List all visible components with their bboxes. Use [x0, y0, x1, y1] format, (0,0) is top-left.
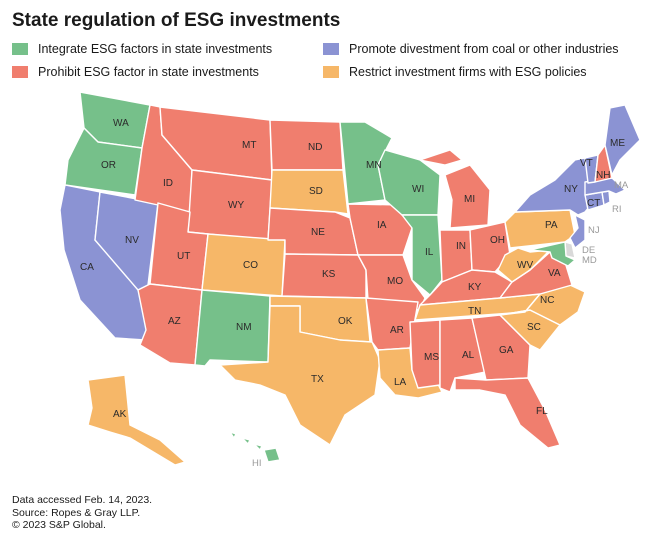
- state-hi[interactable]: [229, 431, 281, 463]
- label-ma: MA: [614, 180, 629, 191]
- label-ca: CA: [80, 262, 94, 273]
- label-sd: SD: [309, 186, 323, 197]
- legend-item-integrate: Integrate ESG factors in state investmen…: [12, 42, 272, 56]
- label-ms: MS: [424, 352, 439, 363]
- footer-date: Data accessed Feb. 14, 2023.: [12, 494, 153, 506]
- page-title: State regulation of ESG investments: [12, 10, 341, 31]
- legend-label-divest: Promote divestment from coal or other in…: [349, 42, 619, 56]
- label-ky: KY: [468, 282, 482, 293]
- legend-item-prohibit: Prohibit ESG factor in state investments: [12, 65, 259, 79]
- legend-swatch-integrate: [12, 43, 28, 55]
- label-nv: NV: [125, 235, 139, 246]
- legend-label-restrict: Restrict investment firms with ESG polic…: [349, 65, 587, 79]
- label-in: IN: [456, 241, 466, 252]
- label-wi: WI: [412, 184, 424, 195]
- label-ar: AR: [390, 325, 404, 336]
- us-state-map: WA OR CA NV ID MT WY UT AZ CO NM ND SD N…: [59, 91, 641, 469]
- state-fl[interactable]: [454, 377, 561, 449]
- label-nh: NH: [596, 170, 610, 181]
- label-va: VA: [548, 268, 561, 279]
- label-ne: NE: [311, 227, 325, 238]
- legend-label-prohibit: Prohibit ESG factor in state investments: [38, 65, 259, 79]
- label-pa: PA: [545, 220, 558, 231]
- label-nc: NC: [540, 295, 554, 306]
- label-wv: WV: [517, 260, 533, 271]
- label-fl: FL: [536, 406, 548, 417]
- label-oh: OH: [490, 235, 505, 246]
- label-co: CO: [243, 260, 258, 271]
- label-tx: TX: [311, 374, 324, 385]
- label-ak: AK: [113, 409, 127, 420]
- label-ia: IA: [377, 220, 387, 231]
- legend: Integrate ESG factors in state investmen…: [12, 42, 652, 88]
- label-mt: MT: [242, 140, 256, 151]
- legend-item-divest: Promote divestment from coal or other in…: [323, 42, 619, 56]
- legend-swatch-restrict: [323, 66, 339, 78]
- label-la: LA: [394, 377, 407, 388]
- label-ga: GA: [499, 345, 514, 356]
- footer-notes: Data accessed Feb. 14, 2023. Source: Rop…: [12, 494, 152, 532]
- state-nh[interactable]: [594, 144, 613, 183]
- label-al: AL: [462, 350, 475, 361]
- state-wv[interactable]: [497, 247, 551, 283]
- state-nd[interactable]: [269, 119, 344, 171]
- label-nj: NJ: [588, 225, 600, 236]
- label-hi: HI: [252, 458, 262, 469]
- label-mn: MN: [366, 160, 382, 171]
- label-me: ME: [610, 138, 625, 149]
- footer-source: Source: Ropes & Gray LLP.: [12, 506, 141, 519]
- label-ok: OK: [338, 316, 353, 327]
- label-ct: CT: [587, 198, 600, 209]
- state-tx[interactable]: [219, 305, 381, 446]
- label-id: ID: [163, 178, 173, 189]
- label-md: MD: [582, 255, 597, 266]
- footer-copyright: © 2023 S&P Global.: [12, 519, 106, 531]
- state-ms[interactable]: [409, 319, 441, 389]
- label-ri: RI: [612, 204, 622, 215]
- legend-swatch-prohibit: [12, 66, 28, 78]
- state-sd[interactable]: [269, 169, 349, 215]
- state-ri[interactable]: [601, 190, 611, 206]
- label-il: IL: [425, 247, 434, 258]
- state-me[interactable]: [604, 104, 641, 176]
- label-wa: WA: [113, 118, 129, 129]
- label-az: AZ: [168, 316, 181, 327]
- state-nm[interactable]: [194, 289, 271, 367]
- legend-swatch-divest: [323, 43, 339, 55]
- label-vt: VT: [580, 158, 593, 169]
- label-tn: TN: [468, 306, 481, 317]
- label-nd: ND: [308, 142, 322, 153]
- label-mi: MI: [464, 194, 475, 205]
- legend-item-restrict: Restrict investment firms with ESG polic…: [323, 65, 587, 79]
- label-de: DE: [582, 245, 595, 256]
- label-mo: MO: [387, 276, 403, 287]
- label-nm: NM: [236, 322, 252, 333]
- state-labels: WA OR CA NV ID MT WY UT AZ CO NM ND SD N…: [80, 118, 629, 469]
- label-ny: NY: [564, 184, 578, 195]
- label-ks: KS: [322, 269, 336, 280]
- label-or: OR: [101, 160, 116, 171]
- state-nj[interactable]: [569, 214, 586, 249]
- state-ak[interactable]: [87, 374, 186, 466]
- state-md[interactable]: [529, 241, 576, 267]
- state-mi[interactable]: [419, 149, 491, 229]
- legend-label-integrate: Integrate ESG factors in state investmen…: [38, 42, 273, 56]
- label-ut: UT: [177, 251, 190, 262]
- label-sc: SC: [527, 322, 541, 333]
- label-wy: WY: [228, 200, 244, 211]
- state-ks[interactable]: [281, 253, 367, 299]
